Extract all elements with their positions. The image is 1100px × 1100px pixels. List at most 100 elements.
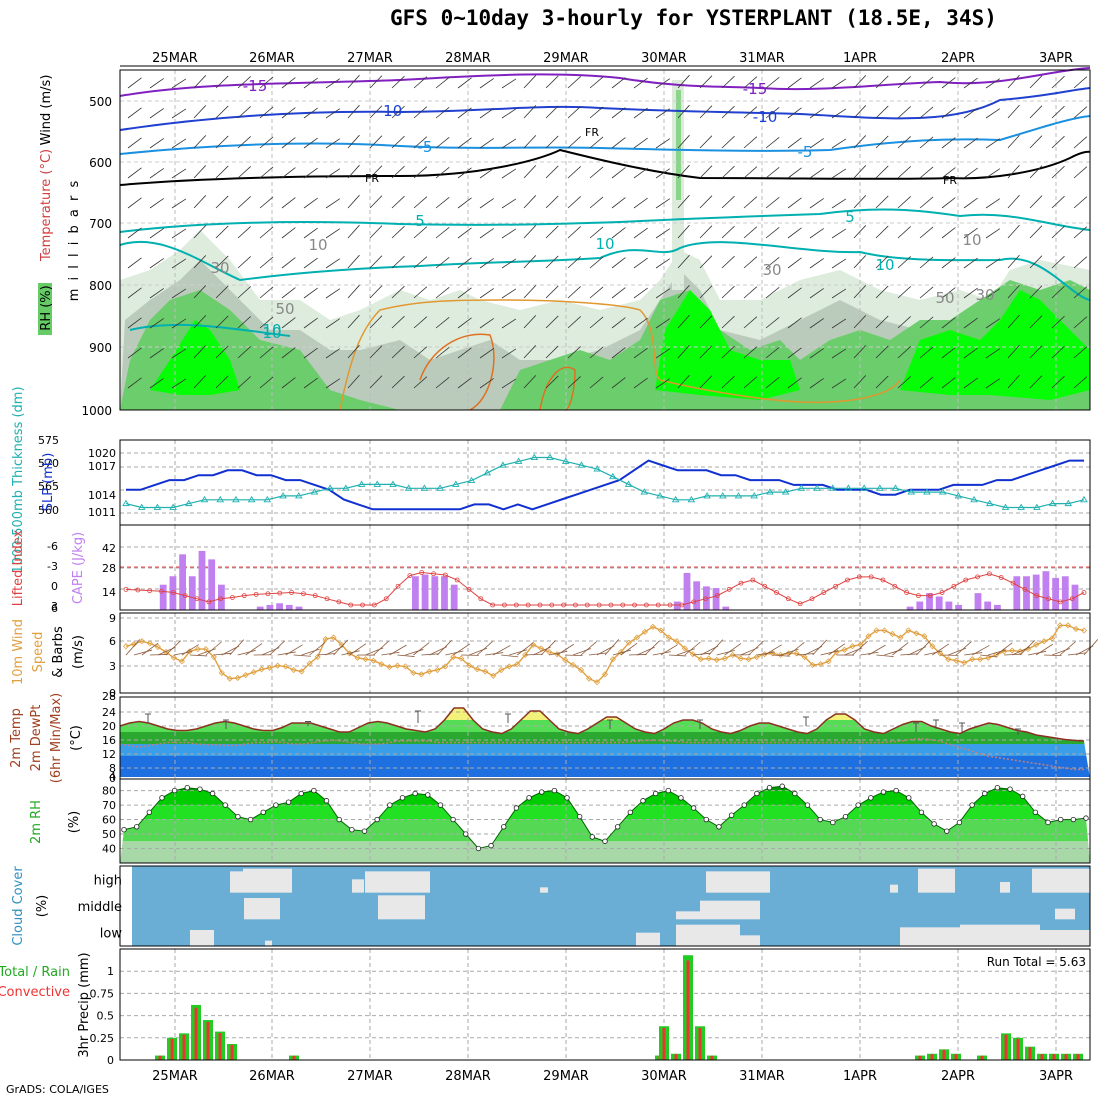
wind-barb: [193, 375, 207, 389]
wind-barb-10m: [413, 642, 430, 656]
cloud-high-block: [365, 871, 430, 893]
wind-barb: [501, 198, 517, 209]
wind-barb: [655, 108, 671, 119]
wind-barb: [655, 198, 671, 209]
cape-bar: [955, 604, 962, 610]
lifted-index-marker: [738, 580, 744, 586]
rh2m-marker: [146, 809, 153, 816]
wind-barb: [633, 167, 648, 179]
wind-barb: [435, 166, 450, 179]
wind-barb: [1007, 164, 1020, 179]
contour-label: 10: [595, 235, 614, 253]
wind-barb: [193, 105, 207, 119]
thickness-marker: [640, 488, 649, 495]
rh2m-marker: [1007, 786, 1013, 792]
wind-barb: [1007, 314, 1020, 329]
rh2m-tick: 70: [102, 799, 116, 812]
wind-barb: [501, 288, 517, 299]
contour-label: FR: [365, 172, 379, 185]
wind-barb: [765, 106, 780, 119]
date-label-bottom: 28MAR: [445, 1069, 491, 1084]
upper-ytick: 900: [89, 341, 112, 355]
cape-bar: [1042, 571, 1050, 610]
wind-barb: [655, 288, 671, 299]
lifted-tick: -6: [47, 540, 58, 553]
panel-frame: [119, 948, 1091, 1061]
date-label-top: 29MAR: [543, 51, 589, 66]
contour-minus15: [119, 67, 1091, 97]
rh-legend-swatch: [38, 283, 52, 335]
rh2m-marker: [1032, 809, 1039, 816]
wind-barb: [127, 137, 142, 149]
cloud-high-block: [243, 868, 292, 893]
lifted-index-marker: [584, 602, 590, 608]
wind-barb: [875, 225, 889, 239]
wind-barb: [875, 75, 889, 89]
temp-tick: 8: [109, 762, 116, 775]
wind-barb: [479, 168, 494, 179]
wind-barb: [765, 376, 780, 389]
wind-barb: [127, 167, 142, 179]
wind-barb: [589, 286, 604, 299]
cape-bar: [673, 601, 681, 610]
cape-bar: [1061, 576, 1069, 610]
wind-barb-10m: [644, 640, 660, 656]
rh2m-marker: [589, 834, 596, 840]
wind-speed-marker: [506, 663, 513, 670]
wind-speed-marker: [1017, 648, 1024, 655]
wind-barb: [743, 76, 758, 89]
precip-tick: 0.5: [97, 1010, 115, 1023]
lifted-index-marker: [963, 577, 969, 583]
wind-barb: [787, 167, 802, 179]
wind-barb-10m: [756, 651, 775, 656]
precip-convective-bar: [710, 1055, 714, 1060]
lifted-index-marker: [833, 583, 839, 589]
thickness-marker: [703, 492, 711, 499]
lifted-index-marker: [123, 586, 129, 592]
wind-barb: [765, 196, 780, 209]
wind-barb: [523, 75, 537, 89]
lifted-index-marker: [691, 599, 697, 605]
wind-speed-marker: [777, 651, 784, 658]
thickness-marker: [561, 457, 570, 464]
chart-title: GFS 0~10day 3-hourly for YSTERPLANT (18.…: [390, 6, 997, 30]
wind-barb-10m: [916, 639, 932, 656]
wind-barb: [127, 227, 142, 239]
wind-barb: [281, 227, 296, 239]
wind-speed-marker: [378, 661, 385, 668]
wind-speed-marker: [562, 656, 569, 663]
wind-barb: [875, 165, 889, 179]
rh2m-marker: [880, 789, 887, 795]
panel-wind10: 9 6 3 0 10m Wind Speed & Barbs (m/s): [11, 612, 1099, 700]
lifted-index-marker: [218, 596, 224, 602]
wind-barb: [787, 107, 802, 119]
wind-barb: [677, 134, 690, 149]
wind-barb: [127, 317, 142, 329]
wind-barb: [215, 255, 229, 269]
wind-barb: [1029, 165, 1043, 179]
wind-barb: [523, 105, 537, 119]
wind-barb-10m: [405, 649, 424, 656]
wind-barb-10m: [197, 648, 216, 656]
wind-barb: [721, 105, 735, 119]
wind-barb: [985, 258, 1001, 269]
rh2m-marker: [741, 802, 747, 808]
precip-convective-bar: [182, 1034, 186, 1060]
wind-barb: [721, 135, 735, 149]
thickness-marker: [577, 461, 586, 468]
wind-barb: [1029, 375, 1043, 389]
wind-barb: [875, 285, 889, 299]
cape-bar: [198, 550, 206, 610]
wind-speed-marker: [386, 664, 393, 671]
lifted-index-marker: [868, 574, 874, 580]
lifted-index-marker: [289, 590, 294, 595]
wind-barb: [567, 226, 581, 239]
panel-frame: [119, 778, 1091, 864]
rh-band: [120, 841, 1090, 863]
thickness-marker: [1033, 503, 1041, 510]
contour-label: -5: [418, 138, 433, 156]
thickness-marker: [263, 495, 272, 503]
rh2m-marker: [551, 787, 558, 794]
wind-barb: [853, 165, 867, 179]
precip-ylabel: 3hr Precip (mm): [77, 952, 92, 1057]
